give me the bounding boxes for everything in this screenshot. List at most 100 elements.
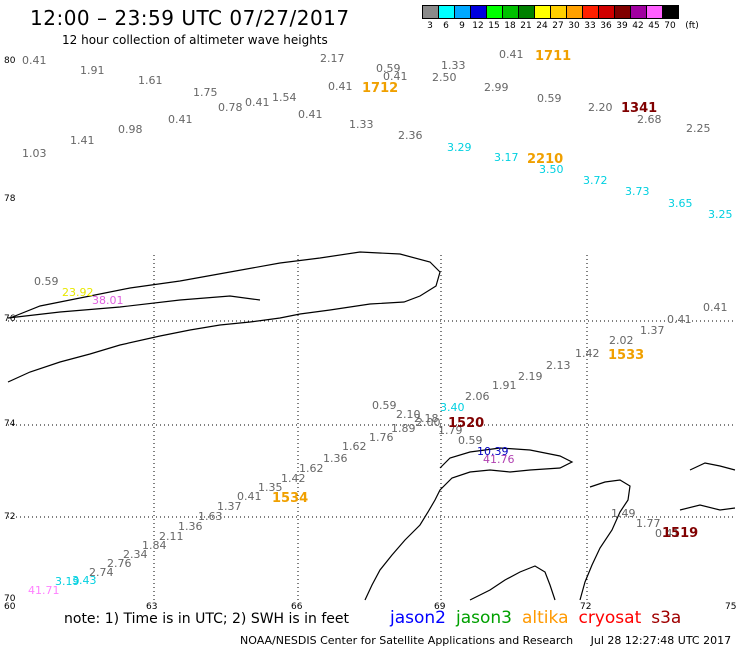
scale-label: 15 (488, 21, 500, 31)
wave-height-value: 2.68 (637, 113, 662, 126)
scale-label: 27 (552, 21, 564, 31)
wave-height-value: 1.91 (80, 64, 105, 77)
scale-label: 18 (504, 21, 516, 31)
wave-height-value: 0.41 (703, 301, 728, 314)
wave-height-value: 2.20 (588, 101, 613, 114)
wave-height-value: 1.37 (217, 500, 242, 513)
wave-height-value: 0.41 (328, 80, 353, 93)
wave-height-value: 2.06 (465, 390, 490, 403)
wave-height-value: 0.41 (655, 527, 680, 540)
pass-time-label: 1341 (621, 101, 657, 116)
lon-label: 75 (725, 602, 736, 612)
wave-height-value: 1.84 (142, 539, 167, 552)
wave-height-value: 0.41 (298, 108, 323, 121)
footer-credit: NOAA/NESDIS Center for Satellite Applica… (240, 634, 731, 647)
wave-height-value: 41.76 (483, 453, 515, 466)
scale-label: 9 (459, 21, 465, 31)
wave-height-value: 2.00 (416, 416, 441, 429)
page-title: 12:00 – 23:59 UTC 07/27/2017 (30, 6, 350, 30)
lon-label: 66 (291, 602, 303, 612)
wave-height-points: 0.411.911.611.750.78 0.41 1.540.410.412.17… (22, 48, 733, 597)
wave-height-value: 1.62 (342, 440, 367, 453)
wave-height-value: 1.54 (272, 91, 297, 104)
scale-label: 30 (568, 21, 580, 31)
wave-height-value: 1.49 (611, 507, 636, 520)
wave-height-value: 1.42 (575, 347, 600, 360)
scale-label: 33 (584, 21, 596, 31)
wave-height-value: 1.36 (178, 520, 203, 533)
wave-height-value: 3.43 (72, 574, 97, 587)
wave-height-value: 1.36 (323, 452, 348, 465)
scale-unit: (ft) (685, 21, 699, 31)
scale-label: 21 (520, 21, 532, 31)
wave-height-value: 2.18 (414, 412, 439, 425)
wave-height-value: 0.59 (34, 275, 59, 288)
wave-height-value: 1.33 (441, 59, 466, 72)
satellite-legend: jason2 jason3 altika cryosat s3a (390, 608, 691, 628)
footer-note: note: 1) Time is in UTC; 2) SWH is in fe… (64, 611, 350, 627)
legend-item-altika: altika (522, 608, 569, 628)
wave-height-value: 0.41 (22, 54, 47, 67)
lat-lon-grid (8, 255, 735, 600)
pass-time-label: 1711 (535, 49, 571, 64)
wave-height-value: 1.41 (70, 134, 95, 147)
wave-height-value: 0.41 (237, 490, 262, 503)
wave-height-value: 1.62 (299, 462, 324, 475)
wave-height-value: 2.17 (320, 52, 345, 65)
pass-time-label: 1533 (608, 348, 644, 363)
pass-time-label: 2210 (527, 152, 563, 167)
credit-text: NOAA/NESDIS Center for Satellite Applica… (240, 634, 574, 647)
color-scale-bar (422, 5, 679, 19)
lat-label: 74 (4, 419, 16, 429)
wave-height-value: 2.11 (159, 530, 184, 543)
wave-height-value: 23.92 (62, 286, 94, 299)
scale-label: 3 (427, 21, 433, 31)
wave-height-value: 2.76 (107, 557, 132, 570)
scale-label: 45 (648, 21, 660, 31)
scale-label: 36 (600, 21, 612, 31)
wave-height-value: 1.77 (636, 517, 661, 530)
wave-height-value: 1.35 (258, 481, 283, 494)
wave-height-value: 1.79 (438, 424, 463, 437)
wave-height-value: 1.42 (281, 472, 306, 485)
coastline (7, 251, 736, 601)
color-scale-labels: 3 6 9 12 15 18 21 24 27 30 33 36 39 42 45 70 (ft) (422, 21, 706, 31)
scale-swatch (662, 5, 679, 19)
wave-height-value: 10.39 (477, 445, 509, 458)
wave-height-value: 0.41 (667, 313, 692, 326)
wave-height-value: 3.50 (539, 163, 564, 176)
lat-label: 78 (4, 194, 16, 204)
wave-height-value: 2.13 (546, 359, 571, 372)
pass-time-label: 1534 (272, 491, 308, 506)
lat-label: 76 (4, 314, 16, 324)
wave-height-value: 1.61 (138, 74, 163, 87)
wave-height-value: 2.74 (89, 566, 114, 579)
scale-label: 24 (536, 21, 548, 31)
legend-item-cryosat: cryosat (578, 608, 642, 628)
wave-height-value: 2.19 (518, 370, 543, 383)
wave-height-value: 0.41 (245, 96, 270, 109)
wave-height-value: 3.72 (583, 174, 608, 187)
lon-label: 60 (4, 602, 16, 612)
wave-height-value: 2.99 (484, 81, 509, 94)
wave-height-value: 1.03 (22, 147, 47, 160)
scale-label: 42 (632, 21, 644, 31)
lon-label: 72 (580, 602, 591, 612)
legend-item-s3a: s3a (651, 608, 682, 628)
legend-item-jason3: jason3 (456, 608, 512, 628)
wave-height-value: 0.41 (499, 48, 524, 61)
wave-height-value: 2.36 (398, 129, 423, 142)
wave-height-value: 1.75 (193, 86, 218, 99)
lat-label: 70 (4, 594, 16, 604)
wave-height-value: 2.02 (609, 334, 634, 347)
wave-height-value: 3.65 (668, 197, 693, 210)
wave-height-value: 3.25 (708, 208, 733, 221)
wave-height-value: 2.10 (396, 408, 421, 421)
pass-time-labels: 1711 1712 1341 2210 1533 1520 1534 1519 (272, 49, 698, 541)
wave-height-value: 41.71 (28, 584, 60, 597)
wave-height-value: 38.01 (92, 294, 124, 307)
wave-height-value: 3.29 (447, 141, 472, 154)
wave-height-value: 0.59 (376, 62, 401, 75)
